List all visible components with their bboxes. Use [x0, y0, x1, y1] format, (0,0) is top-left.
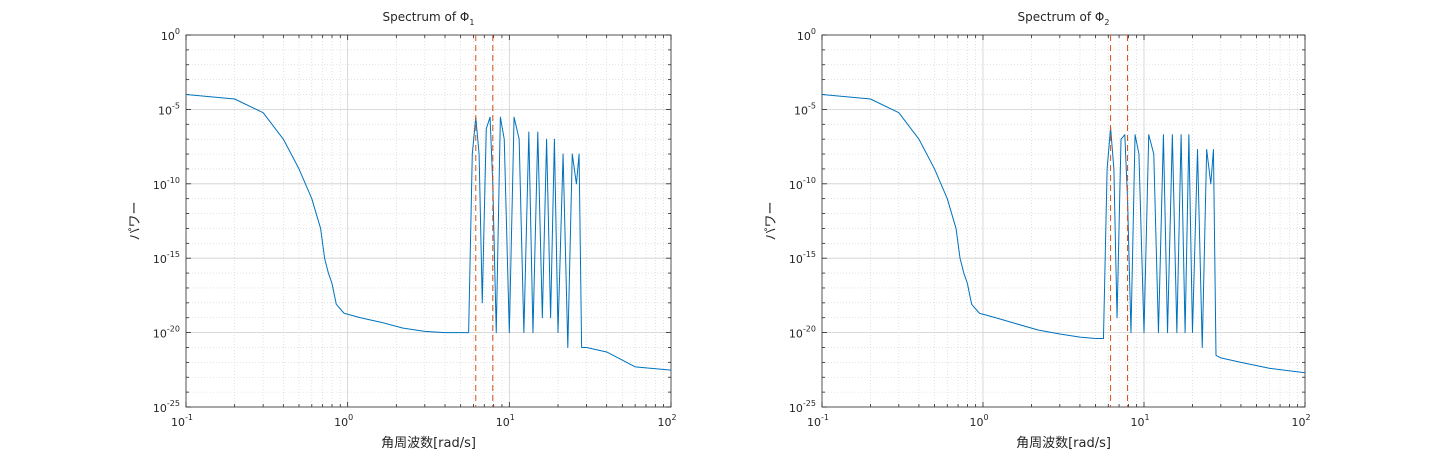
tick-marks [821, 34, 1306, 408]
x-tick-label: 101 [496, 413, 515, 429]
y-tick-label: 10-15 [789, 250, 816, 266]
chart-panel-phi1: 10-1 100 101 102 100 10-5 10-10 10-15 10-20 10-25… [128, 10, 677, 451]
x-tick-label: 102 [1291, 413, 1310, 429]
chart-panel-phi2: 10-1 100 101 102 100 10-5 10-10 10-15 10-20 10-25… [764, 10, 1311, 451]
y-tick-label: 10-20 [153, 325, 180, 341]
y-tick-label: 10-15 [153, 250, 180, 266]
tick-marks [185, 34, 672, 408]
y-tick-label: 100 [161, 27, 180, 43]
plot-area [186, 35, 671, 407]
x-tick-label: 10-1 [807, 413, 829, 429]
plot-area [822, 35, 1305, 407]
y-tick-label: 10-10 [153, 176, 180, 192]
x-axis-label: 角周波数[rad/s] [381, 436, 476, 451]
axes-box [185, 34, 672, 408]
grid [186, 35, 671, 407]
y-tick-label: 10-20 [789, 325, 816, 341]
x-tick-label: 100 [334, 413, 353, 429]
y-tick-label: 10-25 [789, 399, 816, 415]
y-tick-label: 10-25 [153, 399, 180, 415]
y-axis-label: パワー [764, 201, 779, 240]
x-tick-label: 102 [657, 413, 676, 429]
x-tick-label: 100 [969, 413, 988, 429]
x-axis-label: 角周波数[rad/s] [1016, 436, 1111, 451]
y-tick-label: 10-5 [158, 101, 180, 117]
chart-title: Spectrum of Φ1 [383, 10, 475, 27]
y-tick-label: 100 [797, 27, 816, 43]
x-tick-label: 10-1 [171, 413, 193, 429]
y-tick-label: 10-10 [789, 176, 816, 192]
y-axis-label: パワー [128, 201, 143, 240]
y-tick-label: 10-5 [794, 101, 816, 117]
chart-title: Spectrum of Φ2 [1018, 10, 1110, 27]
grid [822, 35, 1305, 407]
axes-box [821, 34, 1306, 408]
series-line [186, 94, 671, 371]
x-tick-label: 101 [1130, 413, 1149, 429]
